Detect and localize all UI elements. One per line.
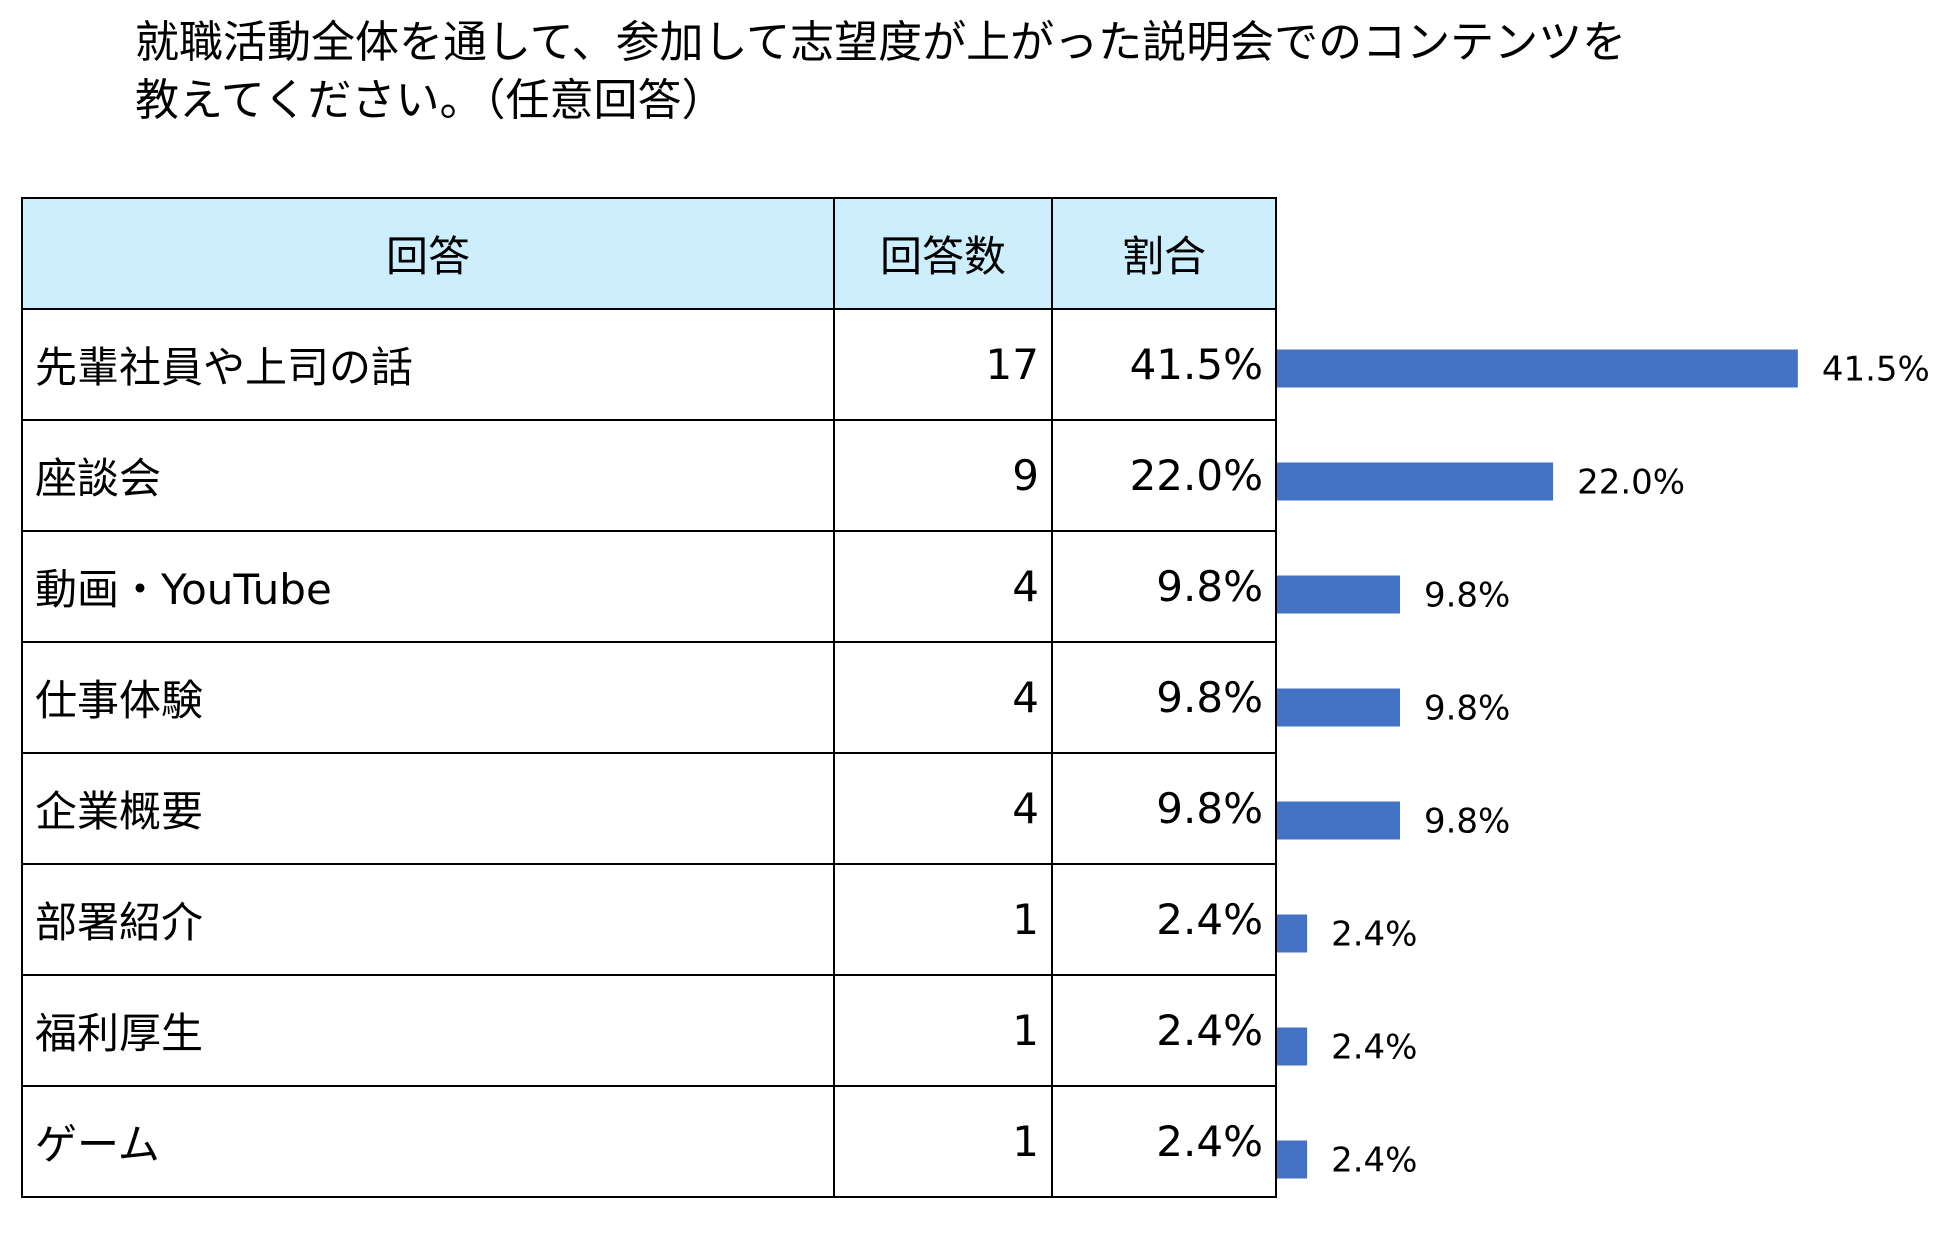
row-count: 4 xyxy=(833,641,1053,754)
row-percent: 2.4% xyxy=(1051,863,1277,976)
title-line-1: 就職活動全体を通して、参加して志望度が上がった説明会でのコンテンツを xyxy=(135,17,1627,68)
header-answer: 回答 xyxy=(21,197,835,310)
bar xyxy=(1277,914,1308,953)
bar xyxy=(1277,1140,1308,1179)
bar-data-label: 9.8% xyxy=(1424,802,1510,842)
table-row: 仕事体験 4 9.8% xyxy=(21,641,1277,754)
row-count: 4 xyxy=(833,752,1053,865)
bar-data-label: 9.8% xyxy=(1424,576,1510,616)
row-label: ゲーム xyxy=(21,1085,835,1198)
table-row: 座談会 9 22.0% xyxy=(21,419,1277,532)
row-count: 1 xyxy=(833,863,1053,976)
row-label: 福利厚生 xyxy=(21,974,835,1087)
row-label: 座談会 xyxy=(21,419,835,532)
table-row: 動画・YouTube 4 9.8% xyxy=(21,530,1277,643)
survey-table: 回答 回答数 割合 先輩社員や上司の話 17 41.5% 座談会 9 22.0% 動画・Yo… xyxy=(21,197,1277,1198)
row-label: 部署紹介 xyxy=(21,863,835,976)
bar-data-label: 22.0% xyxy=(1577,463,1685,503)
table-row: 先輩社員や上司の話 17 41.5% xyxy=(21,308,1277,421)
row-count: 9 xyxy=(833,419,1053,532)
row-count: 17 xyxy=(833,308,1053,421)
row-count: 1 xyxy=(833,974,1053,1087)
bar-data-label: 2.4% xyxy=(1331,915,1417,955)
table-row: ゲーム 1 2.4% xyxy=(21,1085,1277,1198)
header-count: 回答数 xyxy=(833,197,1053,310)
bar-data-label: 41.5% xyxy=(1822,350,1930,390)
table-row: 福利厚生 1 2.4% xyxy=(21,974,1277,1087)
row-percent: 2.4% xyxy=(1051,974,1277,1087)
row-label: 企業概要 xyxy=(21,752,835,865)
row-count: 4 xyxy=(833,530,1053,643)
table-header-row: 回答 回答数 割合 xyxy=(21,197,1277,310)
row-percent: 9.8% xyxy=(1051,530,1277,643)
row-percent: 9.8% xyxy=(1051,641,1277,754)
row-percent: 22.0% xyxy=(1051,419,1277,532)
row-percent: 9.8% xyxy=(1051,752,1277,865)
row-label: 動画・YouTube xyxy=(21,530,835,643)
row-percent: 41.5% xyxy=(1051,308,1277,421)
bar xyxy=(1277,688,1400,727)
table-row: 企業概要 4 9.8% xyxy=(21,752,1277,865)
row-label: 仕事体験 xyxy=(21,641,835,754)
bar xyxy=(1277,801,1400,840)
bar-data-label: 9.8% xyxy=(1424,689,1510,729)
bar-data-label: 2.4% xyxy=(1331,1141,1417,1181)
bar-data-label: 2.4% xyxy=(1331,1028,1417,1068)
row-percent: 2.4% xyxy=(1051,1085,1277,1198)
row-count: 1 xyxy=(833,1085,1053,1198)
bar xyxy=(1277,1027,1308,1066)
table-row: 部署紹介 1 2.4% xyxy=(21,863,1277,976)
bar xyxy=(1277,349,1798,388)
title-line-2: 教えてください。（任意回答） xyxy=(135,75,726,126)
row-label: 先輩社員や上司の話 xyxy=(21,308,835,421)
header-ratio: 割合 xyxy=(1051,197,1277,310)
bar xyxy=(1277,462,1554,501)
chart-title: 就職活動全体を通して、参加して志望度が上がった説明会でのコンテンツを 教えてくだ… xyxy=(135,14,1895,130)
bar xyxy=(1277,575,1400,614)
